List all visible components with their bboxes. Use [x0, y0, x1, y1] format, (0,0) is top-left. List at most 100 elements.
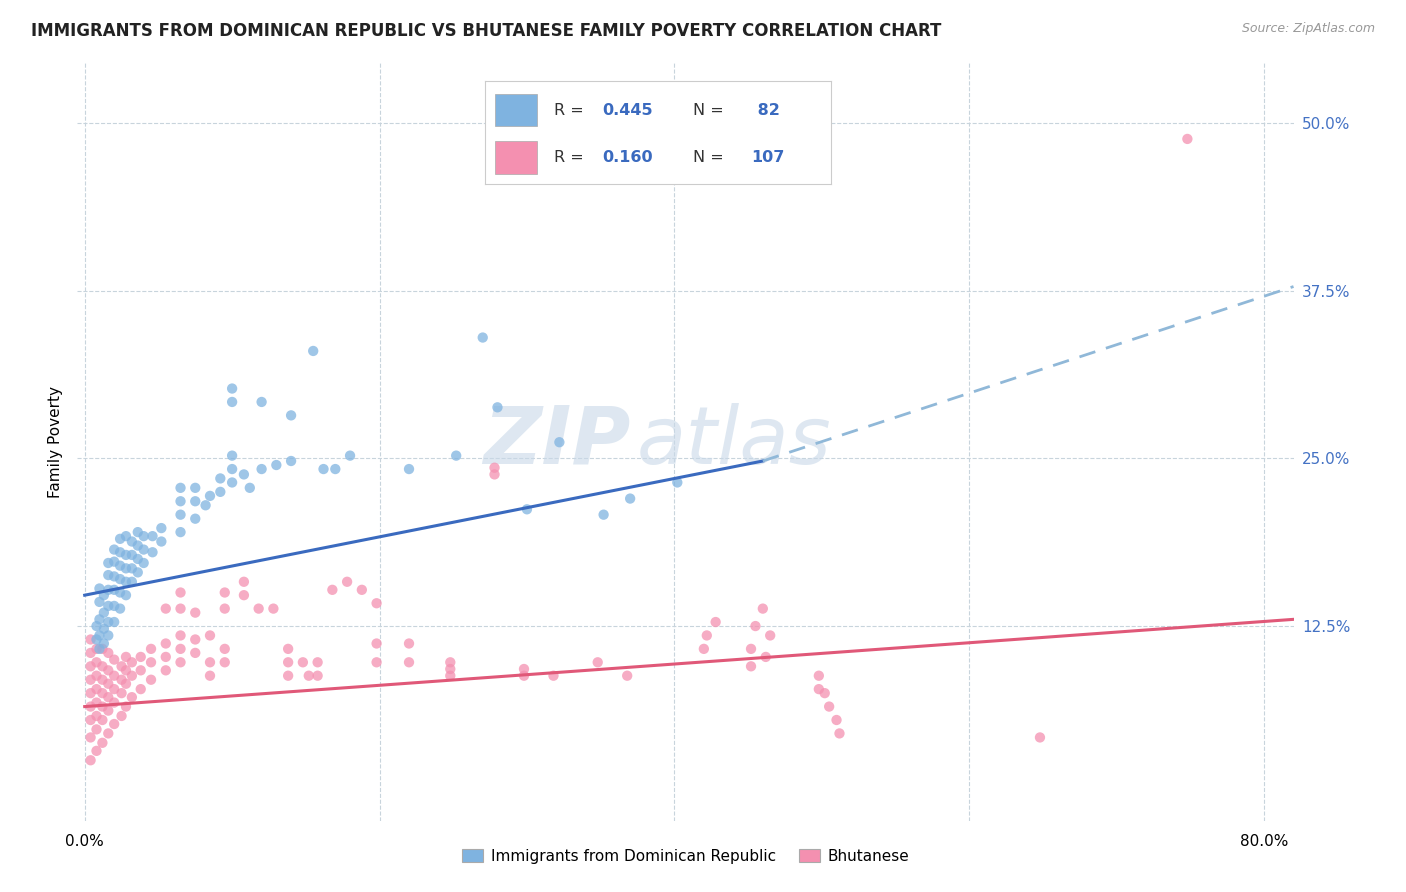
- Point: [247, 601, 270, 615]
- Point: [141, 529, 163, 543]
- Point: [298, 669, 321, 683]
- Point: [103, 569, 125, 583]
- Point: [398, 462, 420, 476]
- Point: [89, 641, 111, 656]
- Point: [277, 655, 299, 669]
- Point: [108, 545, 131, 559]
- Point: [79, 673, 101, 687]
- Point: [97, 582, 120, 597]
- Point: [250, 395, 273, 409]
- Point: [97, 556, 120, 570]
- Point: [302, 343, 325, 358]
- Point: [89, 595, 111, 609]
- Text: atlas: atlas: [637, 402, 831, 481]
- Point: [169, 508, 191, 522]
- Point: [155, 664, 177, 678]
- Point: [814, 686, 837, 700]
- Point: [121, 574, 143, 589]
- Point: [184, 646, 207, 660]
- Point: [194, 498, 217, 512]
- Point: [108, 601, 131, 615]
- Point: [221, 382, 243, 396]
- Text: IMMIGRANTS FROM DOMINICAN REPUBLIC VS BHUTANESE FAMILY POVERTY CORRELATION CHART: IMMIGRANTS FROM DOMINICAN REPUBLIC VS BH…: [31, 22, 941, 40]
- Point: [321, 582, 343, 597]
- Point: [619, 491, 641, 506]
- Point: [307, 655, 329, 669]
- Point: [486, 401, 509, 415]
- Point: [366, 596, 388, 610]
- Point: [127, 552, 149, 566]
- Point: [121, 548, 143, 562]
- Point: [312, 462, 335, 476]
- Point: [79, 753, 101, 767]
- Point: [97, 664, 120, 678]
- Point: [86, 655, 108, 669]
- Point: [752, 601, 775, 615]
- Point: [214, 585, 236, 599]
- Point: [121, 655, 143, 669]
- Point: [323, 462, 346, 476]
- Point: [513, 662, 536, 676]
- Point: [86, 723, 108, 737]
- Point: [280, 409, 302, 423]
- Point: [103, 669, 125, 683]
- Point: [398, 655, 420, 669]
- Point: [155, 601, 177, 615]
- Point: [398, 636, 420, 650]
- Point: [93, 588, 115, 602]
- Point: [169, 525, 191, 540]
- Point: [666, 475, 689, 490]
- Point: [184, 606, 207, 620]
- Point: [169, 655, 191, 669]
- Point: [86, 619, 108, 633]
- Point: [214, 641, 236, 656]
- Point: [277, 669, 299, 683]
- Point: [759, 628, 782, 642]
- Point: [127, 525, 149, 540]
- Point: [79, 713, 101, 727]
- Y-axis label: Family Poverty: Family Poverty: [48, 385, 63, 498]
- Point: [91, 686, 114, 700]
- Point: [86, 632, 108, 647]
- Point: [280, 454, 302, 468]
- Point: [91, 699, 114, 714]
- Text: Source: ZipAtlas.com: Source: ZipAtlas.com: [1241, 22, 1375, 36]
- Point: [86, 641, 108, 656]
- Point: [110, 686, 132, 700]
- Point: [336, 574, 359, 589]
- Point: [471, 330, 494, 344]
- Point: [209, 484, 232, 499]
- Point: [103, 696, 125, 710]
- Point: [444, 449, 467, 463]
- Point: [221, 462, 243, 476]
- Legend: Immigrants from Dominican Republic, Bhutanese: Immigrants from Dominican Republic, Bhut…: [456, 843, 915, 870]
- Point: [516, 502, 538, 516]
- Point: [93, 636, 115, 650]
- Point: [93, 606, 115, 620]
- Point: [184, 494, 207, 508]
- Point: [184, 512, 207, 526]
- Point: [91, 673, 114, 687]
- Point: [586, 655, 609, 669]
- Point: [115, 548, 138, 562]
- Point: [214, 655, 236, 669]
- Point: [97, 615, 120, 629]
- Point: [366, 655, 388, 669]
- Point: [79, 686, 101, 700]
- Point: [150, 521, 173, 535]
- Point: [484, 460, 506, 475]
- Point: [103, 542, 125, 557]
- Point: [110, 659, 132, 673]
- Point: [169, 628, 191, 642]
- Point: [115, 649, 138, 664]
- Point: [89, 612, 111, 626]
- Point: [616, 669, 638, 683]
- Point: [198, 489, 221, 503]
- Point: [484, 467, 506, 482]
- Point: [439, 669, 461, 683]
- Point: [198, 628, 221, 642]
- Point: [232, 588, 254, 602]
- Point: [266, 458, 288, 472]
- Point: [97, 704, 120, 718]
- Point: [108, 558, 131, 573]
